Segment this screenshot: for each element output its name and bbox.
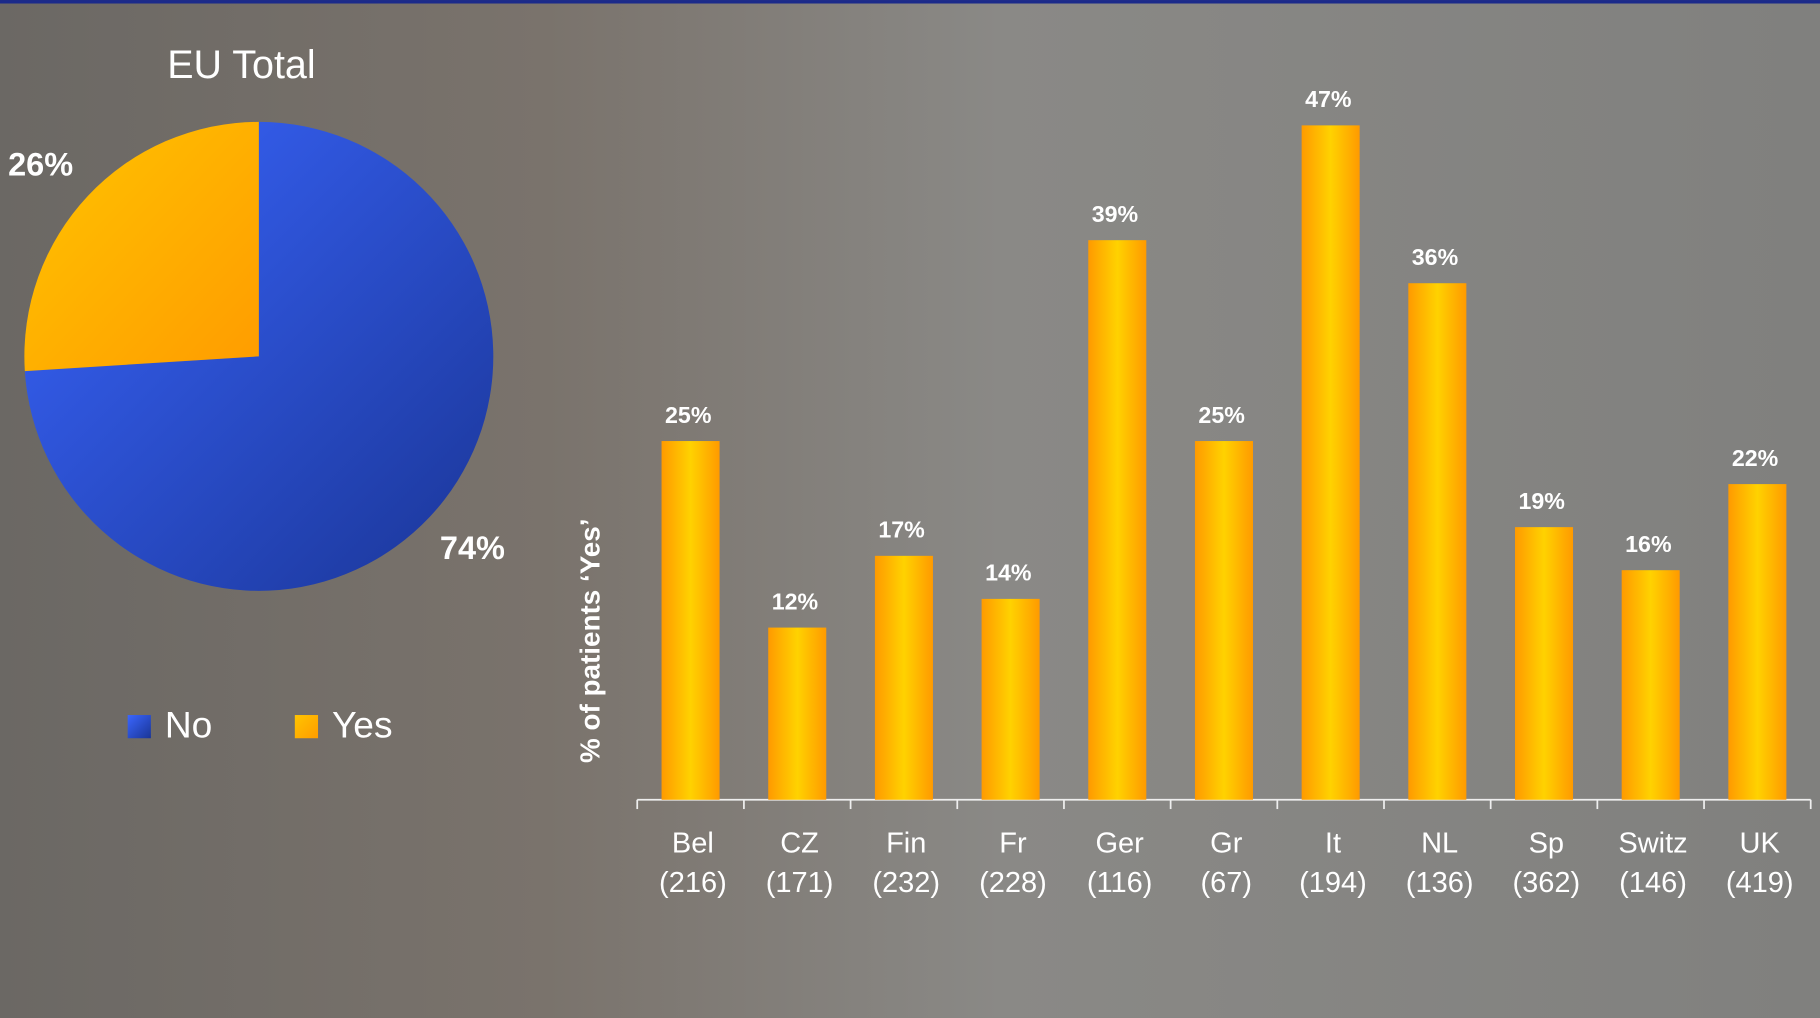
bar [1728,484,1787,800]
bar [1408,283,1467,800]
x-tick-label: (419) [1726,867,1794,899]
bar-value-label: 47% [1305,86,1352,112]
bar [981,598,1040,800]
bar [1194,441,1253,800]
pie-slice [24,121,259,372]
x-tick-label: NL [1421,828,1458,860]
bar [874,555,933,800]
x-tick-label: Sp [1529,828,1564,860]
x-tick-label: UK [1740,828,1781,860]
pie-title: EU Total [167,43,315,87]
bar [661,441,720,800]
x-tick-label: (216) [659,867,727,899]
bar [1301,125,1360,800]
x-tick-label: (136) [1406,867,1474,899]
x-tick-label: (194) [1299,867,1367,899]
legend-swatch [294,715,319,739]
bar [768,627,827,800]
x-tick-label: Fin [886,828,926,860]
x-tick-label: (116) [1087,867,1153,899]
bar-value-label: 25% [665,402,712,428]
legend-label: Yes [332,704,393,746]
bar-value-label: 17% [878,517,925,543]
bar [1088,240,1147,800]
x-tick-label: Switz [1618,828,1687,860]
bar-value-label: 19% [1518,488,1565,514]
bar-value-label: 22% [1732,445,1779,471]
bar-value-label: 12% [772,588,819,614]
x-tick-label: (67) [1201,867,1253,899]
x-tick-label: (232) [872,867,940,899]
x-tick-label: (362) [1512,867,1580,899]
legend-label: No [165,704,212,746]
x-tick-label: Bel [672,828,714,860]
x-tick-label: Ger [1095,828,1144,860]
x-tick-label: (171) [766,867,834,899]
pie-slice [24,121,494,591]
pie-value-label: 26% [8,147,73,183]
bar-value-label: 14% [985,560,1032,586]
bar-value-label: 25% [1198,402,1245,428]
pie-value-label: 74% [440,530,505,566]
top-rule [0,0,1820,4]
bar-value-label: 16% [1625,531,1672,557]
y-axis-label: % of patients ‘Yes’ [574,518,605,762]
x-tick-label: (146) [1619,867,1687,899]
bar [1621,570,1680,800]
x-tick-label: Gr [1210,828,1243,860]
x-tick-label: (228) [979,867,1047,899]
legend-swatch [127,715,151,739]
x-tick-label: CZ [780,828,819,860]
x-tick-label: It [1325,828,1341,860]
x-tick-label: Fr [999,828,1027,860]
bar-value-label: 39% [1092,201,1139,227]
bar [1514,527,1574,800]
bar-value-label: 36% [1412,244,1459,270]
